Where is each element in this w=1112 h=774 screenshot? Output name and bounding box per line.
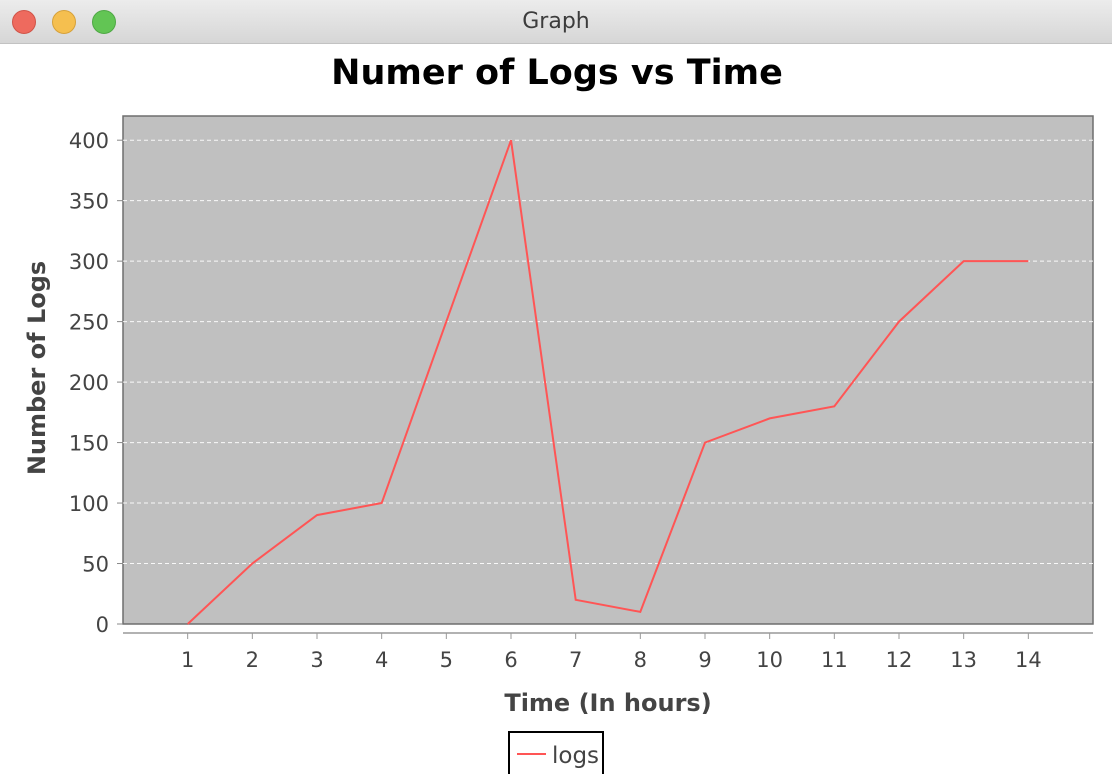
y-tick-label-250: 250: [69, 311, 109, 335]
y-axis-label: Number of Logs: [23, 261, 51, 475]
x-tick-label-14: 14: [1015, 648, 1042, 672]
y-tick-label-300: 300: [69, 250, 109, 274]
legend-label-logs: logs: [552, 743, 599, 769]
legend: logs: [508, 731, 604, 774]
plot-area: [122, 115, 1094, 625]
window-titlebar[interactable]: Graph: [0, 0, 1112, 44]
gridlines: [123, 139, 1093, 565]
y-tick-label-150: 150: [69, 432, 109, 456]
x-tick-label-12: 12: [886, 648, 913, 672]
y-axis-ticks: 0 50 100 150 200 250 300 350 400: [69, 129, 123, 637]
x-tick-label-4: 4: [375, 648, 388, 672]
line-chart: Numer of Logs vs Time 0 50 100 150 200 250 300…: [23, 53, 1094, 774]
y-tick-label-350: 350: [69, 190, 109, 214]
x-tick-label-11: 11: [821, 648, 848, 672]
y-tick-label-400: 400: [69, 129, 109, 153]
y-tick-label-200: 200: [69, 371, 109, 395]
x-axis-label: Time (In hours): [504, 689, 711, 717]
x-tick-label-1: 1: [181, 648, 194, 672]
x-tick-label-2: 2: [246, 648, 259, 672]
minimize-window-button[interactable]: [52, 10, 76, 34]
x-tick-label-6: 6: [504, 648, 517, 672]
y-tick-label-100: 100: [69, 492, 109, 516]
series-line-logs: [187, 139, 1029, 625]
close-window-button[interactable]: [12, 10, 36, 34]
x-tick-label-9: 9: [698, 648, 711, 672]
x-tick-label-8: 8: [634, 648, 647, 672]
window-title: Graph: [522, 9, 590, 34]
x-tick-label-5: 5: [440, 648, 453, 672]
y-tick-label-0: 0: [96, 613, 109, 637]
y-tick-label-50: 50: [82, 553, 109, 577]
zoom-window-button[interactable]: [92, 10, 116, 34]
chart-title: Numer of Logs vs Time: [331, 53, 783, 93]
x-tick-label-3: 3: [310, 648, 323, 672]
x-tick-label-10: 10: [756, 648, 783, 672]
x-tick-label-13: 13: [950, 648, 977, 672]
series-layer: [187, 139, 1029, 625]
x-tick-label-7: 7: [569, 648, 582, 672]
x-axis: 1 2 3 4 5 6 7 8 9 10 11 12 13 14: [123, 632, 1093, 672]
